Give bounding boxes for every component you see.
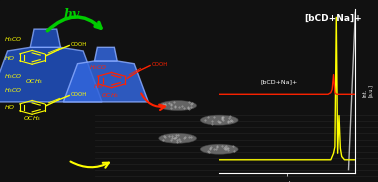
Text: COOH: COOH bbox=[71, 42, 87, 47]
Text: [bCD+Na]+: [bCD+Na]+ bbox=[260, 80, 297, 84]
Polygon shape bbox=[0, 47, 102, 102]
Text: COOH: COOH bbox=[152, 62, 168, 67]
Text: $HO$: $HO$ bbox=[4, 103, 15, 111]
Polygon shape bbox=[30, 29, 60, 47]
Text: $H_3CO$: $H_3CO$ bbox=[89, 63, 107, 72]
Ellipse shape bbox=[159, 100, 197, 110]
Text: [bCD+Na]+: [bCD+Na]+ bbox=[305, 14, 363, 23]
Text: $OCH_3$: $OCH_3$ bbox=[25, 78, 43, 86]
Text: $HO$: $HO$ bbox=[4, 54, 15, 62]
Ellipse shape bbox=[159, 133, 197, 143]
Text: $OCH_3$: $OCH_3$ bbox=[23, 114, 41, 123]
Text: $H_3CO$: $H_3CO$ bbox=[4, 87, 22, 95]
Ellipse shape bbox=[200, 144, 238, 154]
Text: $OCH_3$: $OCH_3$ bbox=[101, 91, 120, 100]
Polygon shape bbox=[64, 61, 148, 102]
Text: hv: hv bbox=[64, 8, 80, 21]
Text: COOH: COOH bbox=[71, 92, 87, 97]
Text: Int.
[a.u.]: Int. [a.u.] bbox=[362, 85, 373, 97]
Text: $HO$: $HO$ bbox=[93, 82, 104, 90]
Text: $H_3CO$: $H_3CO$ bbox=[4, 36, 22, 44]
Ellipse shape bbox=[200, 115, 238, 125]
Text: $H_3CO$: $H_3CO$ bbox=[4, 72, 22, 81]
Polygon shape bbox=[94, 47, 117, 61]
